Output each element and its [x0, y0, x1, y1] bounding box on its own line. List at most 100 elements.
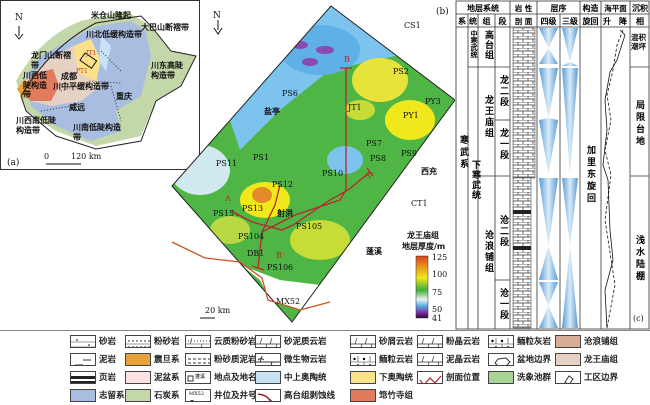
- legend-label: 中上奥陶统: [284, 373, 327, 383]
- well-py3: PY3: [425, 97, 441, 106]
- legend-item: 页岩: [70, 370, 116, 384]
- legend-sample: 蓬溪: [195, 373, 206, 380]
- region-label: 川西南低陡构造带: [16, 116, 56, 135]
- marker-jt1: JT1: [86, 50, 97, 57]
- legend-item: 砂岩: [70, 334, 116, 348]
- north-arrow-icon: [14, 26, 24, 40]
- member-cang1: 沧一段: [498, 288, 508, 321]
- facies-tidal-flat: 混积潮坪: [631, 33, 646, 51]
- gaotai-erosion-line: [171, 241, 331, 311]
- colorbar-tick: 75: [432, 288, 443, 297]
- legend-swatch: [185, 352, 211, 366]
- north-label: N: [213, 11, 221, 21]
- legend-item: 泥盆系: [125, 370, 180, 384]
- legend-item: 鲕粒灰岩: [488, 334, 551, 348]
- formation-gaotai: 高台组: [483, 30, 493, 60]
- well-ps12: PS12: [272, 180, 294, 189]
- well-ps6: PS6: [282, 89, 298, 98]
- legend-swatch: [255, 352, 281, 366]
- facies-shelf: 浅水陆棚: [634, 235, 644, 283]
- legend-swatch: [488, 352, 514, 366]
- tectonic-cycle: 加里东旋回: [585, 145, 595, 205]
- colorbar-tick: 50: [432, 305, 443, 314]
- scale-value: 120 km: [71, 152, 102, 161]
- legend-swatch: [555, 352, 581, 366]
- profile-label-a-prime: A': [365, 171, 373, 180]
- legend-label: 盆地边界: [517, 355, 552, 365]
- region-label: 大巴山断褶带: [141, 23, 189, 32]
- facies-restricted-platform: 局限台地: [634, 100, 644, 148]
- legend-swatch: [350, 370, 376, 384]
- legend-label: 剖面位置: [446, 373, 481, 383]
- member-cang2: 沧二段: [498, 215, 508, 248]
- legend-swatch: [555, 370, 581, 384]
- region-label: 龙门山断褶带: [31, 51, 71, 70]
- member-long1: 龙一段: [498, 128, 508, 161]
- north-label: N: [15, 13, 23, 23]
- legend-item: 粉砂质泥岩: [185, 352, 257, 366]
- well-db1: DB1: [247, 249, 265, 258]
- legend-label: 高台组剥蚀线: [284, 391, 336, 401]
- panel-a-map: N 米仓山隆起 龙门山断褶带 大巴山断褶带 川北低缓构造带 川西低陡构造带 川中…: [0, 0, 200, 170]
- panel-b-map: N (b) 20 km CS1 PS2 PY3 PY1 PS6 JT1 PS7 …: [171, 5, 455, 323]
- sub-header: 旋回: [582, 17, 599, 26]
- series-middle: 中寒武统: [470, 30, 478, 58]
- header-strat: 地层系统: [467, 4, 499, 13]
- legend-swatch: [70, 370, 96, 384]
- basin-boundary: [20, 15, 197, 150]
- legend-swatch: [417, 352, 443, 366]
- legend-label: 粉砂岩: [154, 337, 180, 347]
- legend-item: 泥岩: [70, 352, 116, 366]
- legend-label: 页岩: [99, 373, 117, 383]
- well-ct1: CT1: [411, 199, 428, 208]
- legend-swatch: [70, 334, 96, 348]
- legend-swatch: [417, 370, 443, 384]
- legend-item: MX52 井位及井号: [185, 388, 257, 402]
- sub-header: 四级: [540, 17, 557, 26]
- well-ps1: PS1: [253, 153, 269, 162]
- legend-swatch: [488, 370, 514, 384]
- sub-header: 组: [482, 17, 491, 26]
- legend-item: 蓬溪 地点及地名: [185, 370, 257, 384]
- well-ps104: PS104: [238, 232, 265, 241]
- profile-lines: [231, 67, 374, 271]
- legend-label: 洗象池群: [517, 373, 552, 383]
- legend-swatch: [417, 334, 443, 348]
- legend-item: 筇竹寺组: [350, 388, 413, 402]
- legend-label: 筇竹寺组: [379, 391, 414, 401]
- legend-swatch: [350, 388, 376, 402]
- legend-label: 微生物云岩: [284, 355, 327, 365]
- legend-label: 下奥陶统: [379, 373, 414, 383]
- legend-item: 中上奥陶统: [255, 370, 327, 384]
- sub-header: 统: [469, 17, 477, 26]
- lithology-column: [512, 27, 536, 179]
- region-label: 川中平缓构造带: [53, 82, 109, 91]
- legend-item: 沧浪铺组: [555, 334, 618, 348]
- well-ps10: PS10: [322, 169, 344, 178]
- sub-header: 升: [603, 17, 611, 26]
- legend-label: 泥岩: [99, 355, 117, 365]
- well-ps8: PS8: [370, 154, 386, 163]
- profile-label-a: A: [225, 194, 231, 203]
- legend-swatch: [255, 388, 281, 402]
- sub-header: 段: [498, 17, 507, 26]
- legend-item: 粉砂岩: [125, 334, 180, 348]
- legend-item: 砂屑云岩: [350, 334, 413, 348]
- legend-swatch: [255, 334, 281, 348]
- formation-longwangmiao: 龙王庙组: [483, 95, 493, 139]
- place-yanting: 盐亭: [264, 107, 280, 116]
- sub-header: 系: [458, 17, 466, 26]
- legend-label: 龙王庙组: [584, 355, 619, 365]
- place-shehong: 射洪: [277, 209, 293, 218]
- well-ps106: PS106: [267, 263, 294, 272]
- region-label: 川东高陡构造带: [151, 61, 183, 81]
- panel-c-label: (c): [633, 314, 644, 323]
- well-ps9: PS9: [401, 149, 417, 158]
- sinian-area: [17, 79, 31, 99]
- well-ps7: PS7: [366, 139, 382, 148]
- legend-label: 云质粉砂岩: [214, 337, 257, 347]
- region-label: 米仓山隆起: [91, 11, 131, 20]
- marker-pt1: PT1: [76, 68, 88, 75]
- fourth-order-sequences: [539, 28, 558, 328]
- panel-a-label: (a): [7, 158, 20, 168]
